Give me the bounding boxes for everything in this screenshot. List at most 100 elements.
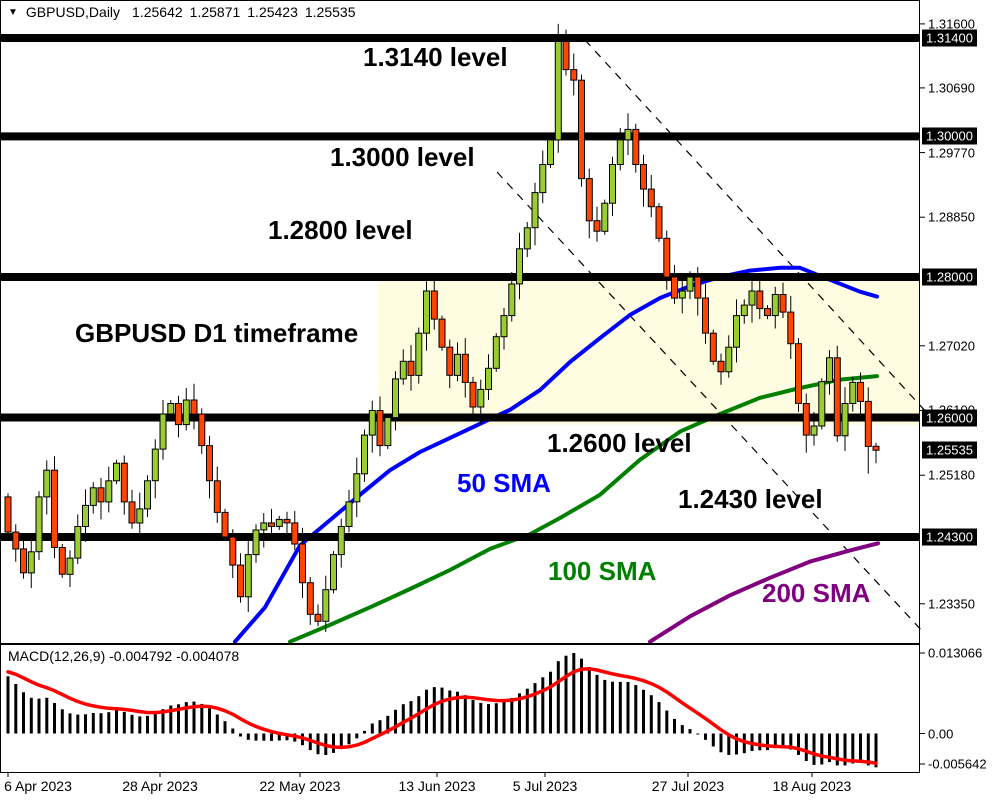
candle — [702, 284, 709, 344]
candle-body — [89, 487, 97, 506]
candle-body — [671, 276, 678, 299]
candle — [531, 182, 539, 246]
candle-body — [438, 318, 446, 348]
candle — [66, 550, 74, 588]
macd-bar — [130, 714, 134, 734]
macd-bar — [107, 712, 111, 734]
macd-bar — [53, 703, 56, 734]
candle — [167, 400, 175, 418]
macd-bar — [487, 704, 490, 734]
macd-bar — [688, 729, 692, 734]
candle-body — [492, 336, 500, 369]
candle — [663, 230, 671, 290]
candle — [221, 508, 229, 541]
candle — [120, 455, 128, 515]
candle — [601, 199, 609, 235]
candle-body — [593, 220, 601, 232]
candle — [291, 511, 299, 550]
price-level-tag: 1.31400 — [922, 29, 977, 47]
macd-bar — [347, 733, 351, 745]
price-axis-tick-label: 1.31600 — [928, 16, 975, 32]
macd-bar — [758, 733, 762, 751]
candle — [283, 511, 291, 536]
macd-bar — [6, 676, 10, 734]
candle-body — [570, 69, 578, 81]
macd-bar — [471, 700, 475, 734]
candle — [237, 553, 244, 603]
annotation-level-12600: 1.2600 level — [547, 428, 692, 458]
candle — [407, 345, 415, 391]
macd-bar — [169, 705, 173, 734]
candle-body — [748, 290, 756, 306]
candle-body — [291, 522, 299, 545]
macd-bar — [556, 661, 560, 734]
candle-body — [330, 554, 337, 591]
candle — [35, 491, 43, 560]
candle — [640, 154, 647, 207]
macd-bar — [727, 733, 731, 755]
quote-close: 1.25535 — [304, 4, 356, 20]
candle — [376, 396, 384, 457]
annotation-sma50-label: 50 SMA — [457, 468, 551, 498]
price-axis-tick-label: 1.29770 — [928, 145, 975, 161]
candle-body — [547, 139, 554, 165]
candle — [82, 489, 89, 542]
candle-body — [27, 551, 35, 574]
candle-body — [554, 41, 562, 141]
date-axis-label: 28 Apr 2023 — [122, 778, 198, 794]
candle-body — [609, 164, 616, 204]
candle — [299, 527, 306, 598]
candle-body — [35, 496, 43, 553]
macd-bar — [440, 687, 444, 734]
candle — [275, 515, 283, 530]
candle — [500, 307, 508, 350]
candle-body — [221, 511, 229, 538]
candle-body — [43, 469, 51, 498]
macd-bar — [254, 733, 258, 741]
macd-bar — [239, 733, 242, 737]
candle-body — [306, 582, 314, 615]
macd-bar — [192, 701, 196, 734]
macd-bar — [673, 718, 676, 734]
candle — [51, 456, 58, 559]
candle — [175, 395, 182, 438]
date-axis-label: 18 Aug 2023 — [772, 778, 852, 794]
candle-body — [384, 417, 392, 447]
candle — [554, 23, 562, 153]
macd-bar — [634, 685, 638, 734]
macd-bar — [138, 716, 142, 734]
candle-body — [252, 529, 260, 556]
candle-body — [20, 548, 27, 574]
candle-body — [469, 381, 477, 408]
macd-bar — [828, 733, 831, 763]
macd-panel-border — [0, 644, 920, 773]
candle — [252, 524, 260, 563]
candle-body — [601, 202, 609, 232]
annotation-sma100-label: 100 SMA — [548, 556, 657, 586]
macd-bar — [270, 733, 273, 741]
candle — [399, 349, 407, 385]
level-band-12600 — [0, 413, 920, 422]
candle-body — [182, 399, 190, 426]
candle — [43, 460, 51, 515]
candle — [671, 265, 678, 304]
sma100-line — [288, 374, 879, 644]
candle — [740, 299, 748, 324]
candle — [430, 277, 438, 330]
macd-bar — [835, 733, 839, 766]
candle-body — [461, 353, 469, 383]
macd-bar — [277, 733, 281, 741]
candle-body — [779, 294, 787, 313]
candle — [4, 493, 12, 536]
symbol-dropdown-icon[interactable]: ▼ — [8, 6, 18, 18]
macd-bar — [804, 733, 808, 761]
candle — [578, 74, 585, 187]
candle-body — [562, 41, 570, 71]
candle-body — [423, 290, 430, 334]
candle — [771, 286, 779, 329]
main-plot-border — [0, 0, 920, 644]
macd-bar — [820, 733, 824, 765]
candle-body — [213, 480, 221, 513]
candle — [20, 537, 27, 579]
